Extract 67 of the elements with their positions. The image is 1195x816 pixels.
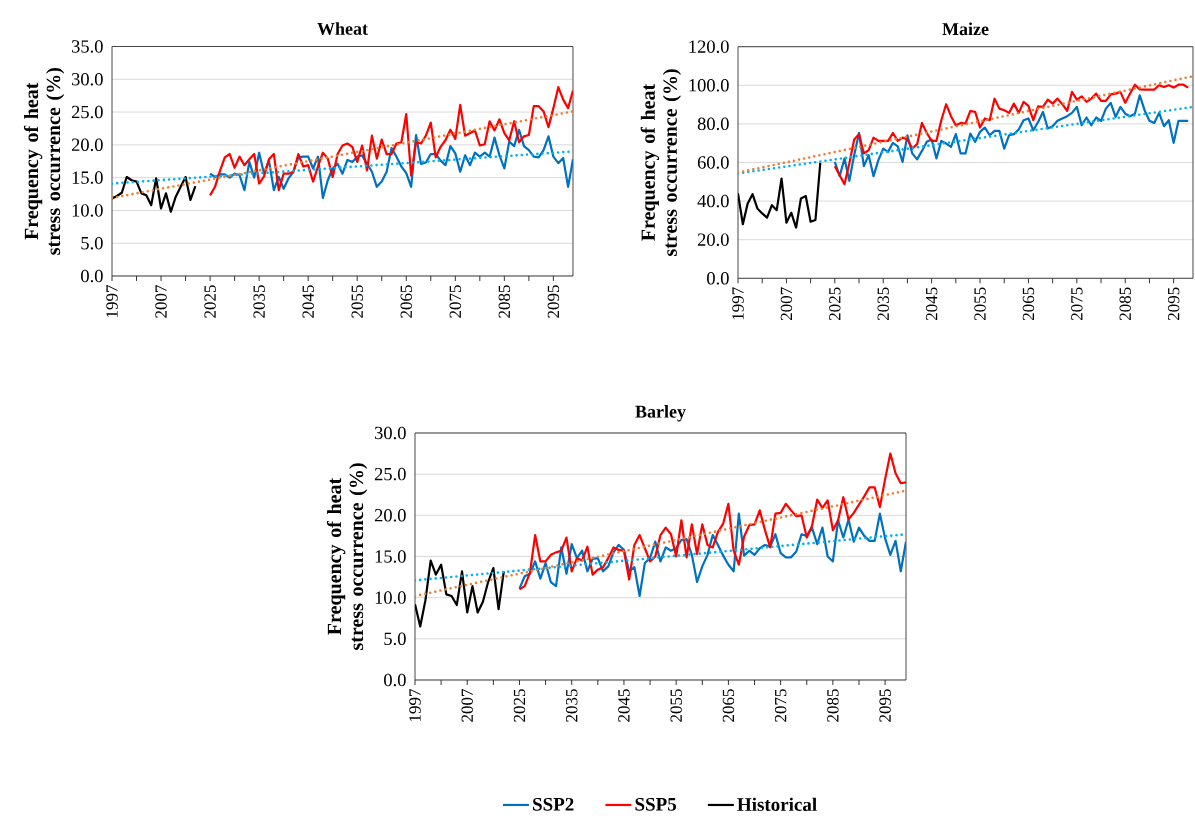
x-tick-label: 2025 [513, 689, 526, 722]
y-tick-label: 15.0 [375, 550, 406, 563]
x-tick-label: 2075 [774, 689, 787, 722]
y-axis-title: Frequency of heat stress occurrence (%) [640, 69, 681, 256]
x-tick-label: 2055 [351, 285, 363, 318]
x-tick-label: 2025 [829, 287, 841, 321]
x-tick-label: 2095 [1167, 287, 1180, 321]
line-series [518, 512, 906, 598]
y-axis-title: Frequency of heat stress occurrence (%) [326, 463, 368, 650]
x-tick-label: 2085 [1119, 287, 1131, 321]
x-tick-label: 2095 [547, 285, 560, 318]
y-tick-label: 20.0 [71, 138, 103, 152]
x-tick-label: 2095 [879, 689, 891, 722]
y-tick-label: 100.0 [689, 79, 729, 92]
x-tick-label: 2025 [204, 285, 216, 318]
legend-label: SSP2 [533, 797, 574, 811]
legend-label: SSP5 [635, 797, 677, 811]
x-tick-label: 2007 [780, 287, 793, 321]
x-tick-label: 2035 [565, 689, 578, 722]
y-tick-label: 20.0 [374, 509, 406, 522]
x-tick-label: 2075 [1071, 287, 1083, 321]
y-tick-label: 60.0 [697, 156, 729, 169]
x-tick-label: 2075 [449, 285, 462, 318]
y-tick-label: 0.0 [384, 673, 406, 687]
x-tick-label: 2065 [722, 689, 735, 722]
y-tick-label: 10.0 [72, 204, 103, 217]
legend-label: Historical [737, 797, 817, 811]
x-tick-label: 2007 [461, 689, 473, 722]
line-series [518, 452, 906, 591]
chart-title: Wheat [317, 22, 368, 35]
x-tick-label: 2065 [400, 285, 412, 318]
x-tick-label: 1997 [409, 689, 421, 722]
x-tick-label: 2055 [670, 689, 682, 722]
x-tick-label: 2045 [925, 287, 938, 321]
line-series [415, 559, 505, 628]
line-series [112, 175, 197, 213]
line-series [208, 128, 573, 200]
y-tick-label: 0.0 [81, 269, 103, 283]
chart-title: Maize [942, 22, 989, 36]
y-tick-label: 15.0 [72, 171, 103, 184]
x-tick-label: 2065 [1022, 287, 1035, 321]
y-tick-label: 30.0 [71, 72, 103, 86]
x-tick-label: 2045 [302, 285, 314, 318]
x-tick-label: 2035 [253, 285, 265, 318]
y-tick-label: 0.0 [707, 272, 729, 285]
x-tick-label: 1997 [732, 287, 744, 320]
y-tick-label: 25.0 [71, 105, 103, 119]
line-series [738, 161, 822, 229]
y-tick-label: 40.0 [697, 194, 729, 208]
y-tick-label: 35.0 [71, 40, 103, 53]
y-tick-label: 120.0 [689, 40, 729, 53]
x-tick-label: 2007 [155, 285, 167, 318]
y-tick-label: 5.0 [81, 236, 103, 250]
y-tick-label: 30.0 [374, 426, 406, 440]
x-tick-label: 2085 [498, 285, 511, 318]
y-tick-label: 5.0 [384, 632, 406, 646]
x-tick-label: 1997 [106, 285, 118, 318]
x-tick-label: 2045 [618, 689, 630, 722]
y-axis-title: Frequency of heat stress occurrence (%) [23, 68, 65, 255]
x-tick-label: 2055 [974, 287, 986, 321]
y-tick-label: 20.0 [697, 233, 729, 246]
x-tick-label: 2035 [877, 287, 889, 321]
y-tick-label: 10.0 [375, 591, 406, 604]
y-tick-label: 25.0 [374, 467, 406, 481]
y-tick-label: 80.0 [697, 117, 729, 131]
x-tick-label: 2085 [827, 689, 839, 722]
chart-title: Barley [635, 405, 686, 422]
